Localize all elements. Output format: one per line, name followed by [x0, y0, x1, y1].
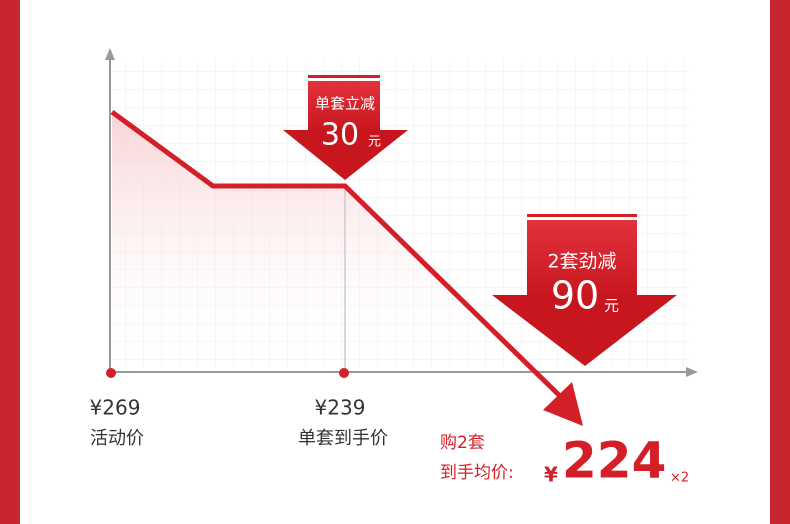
point — [106, 368, 116, 378]
price-label: 单套到手价 — [298, 428, 388, 449]
y-axis-arrow — [105, 48, 115, 60]
badge-stripe — [308, 75, 380, 78]
badge-stripe — [527, 214, 637, 217]
badge-unit: 元 — [604, 297, 619, 315]
badge-amount: 90 — [551, 274, 599, 318]
final-line1: 购2套 — [440, 433, 485, 453]
price-line — [110, 109, 564, 400]
final-multiplier: ×2 — [670, 471, 689, 486]
badge-body — [308, 81, 380, 131]
final-line2: 到手均价: — [440, 463, 514, 483]
badge-unit: 元 — [368, 135, 381, 150]
final-currency: ¥ — [544, 463, 558, 487]
badge-head — [283, 130, 408, 180]
left-border — [0, 0, 20, 524]
badge-body — [527, 220, 637, 296]
price-label: 活动价 — [90, 428, 144, 449]
badge-amount: 30 — [321, 118, 359, 153]
line-arrowhead — [543, 382, 583, 426]
price: ¥239 — [315, 396, 366, 420]
badge: 单套立减 30 元 — [283, 75, 408, 180]
price: ¥269 — [90, 396, 141, 420]
badge-head — [492, 295, 677, 366]
badge-label: 2套劲减 — [547, 251, 616, 273]
badge: 2套劲减 90 元 — [492, 214, 677, 366]
area-fill — [112, 112, 540, 372]
right-border — [770, 0, 790, 524]
final-amount: 224 — [562, 432, 666, 490]
badge-label: 单套立减 — [315, 95, 375, 113]
point — [339, 368, 349, 378]
x-axis-arrow — [686, 367, 698, 377]
